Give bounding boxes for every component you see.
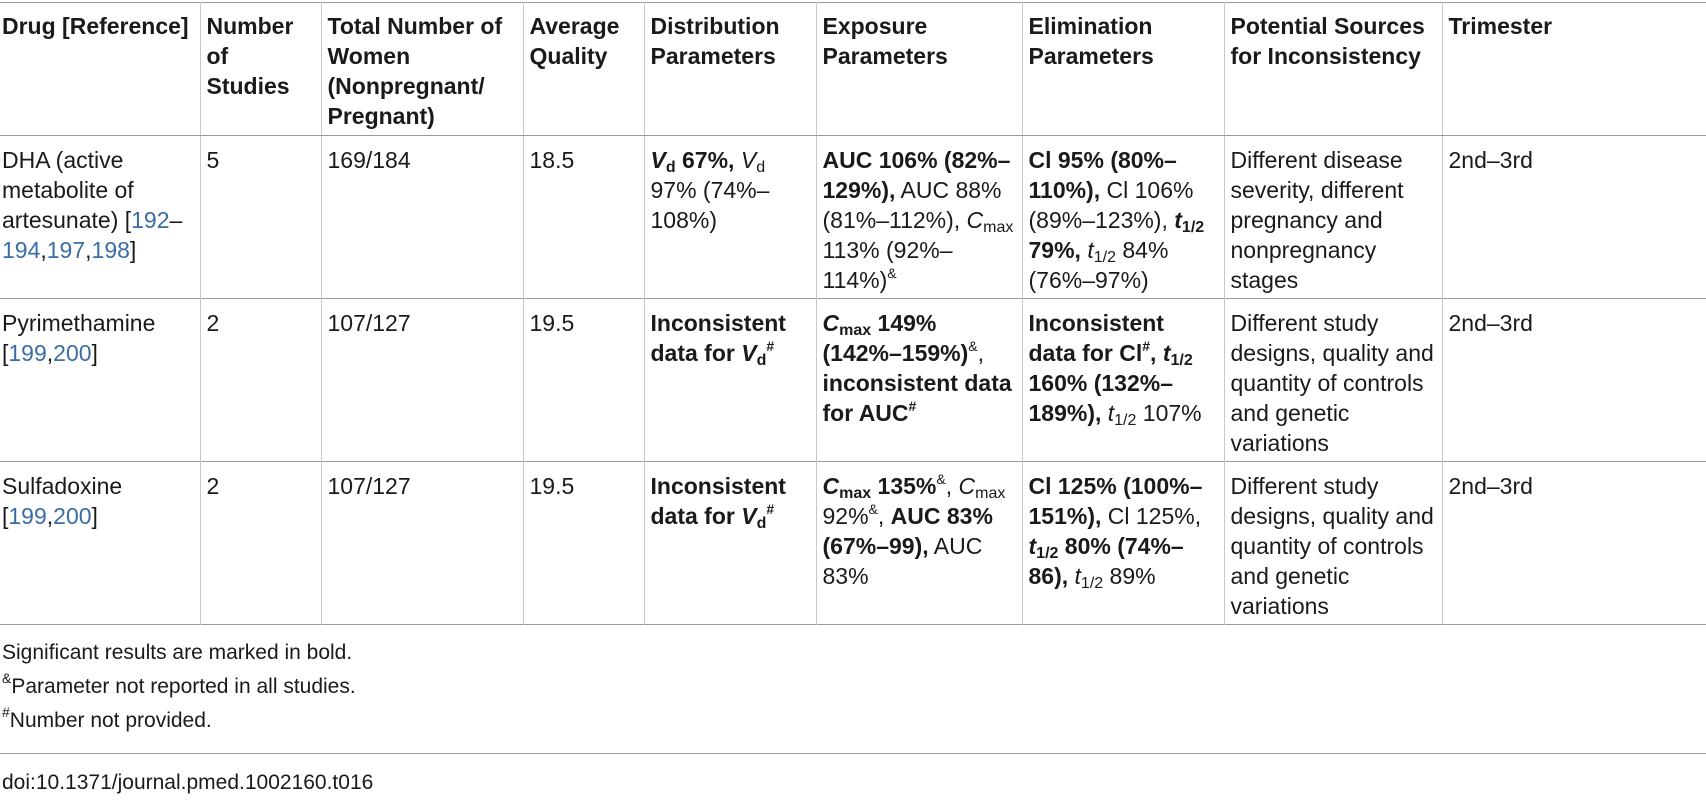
- elimination-cell: Cl 125% (100%–151%), Cl 125%, t1/2 80% (…: [1021, 461, 1224, 625]
- header-trimester: Trimester: [1441, 2, 1706, 136]
- drug-cell: Pyrimethamine [199,200]: [2, 310, 156, 366]
- doi-label: doi:10.1371/journal.pmed.1002160.t016: [2, 771, 374, 794]
- footer-divider: [0, 753, 1706, 754]
- women-cell: 107/127: [320, 298, 523, 462]
- reference-link[interactable]: 192: [131, 207, 170, 233]
- drug-cell: DHA (active metabolite of artesunate) [1…: [2, 147, 183, 263]
- reference-link[interactable]: 199: [8, 503, 47, 529]
- sources-cell: Different study designs, quality and qua…: [1223, 461, 1442, 625]
- reference-link[interactable]: 200: [53, 503, 92, 529]
- reference-link[interactable]: 198: [91, 237, 130, 263]
- header-exposure: Exposure Parameters: [815, 2, 1022, 136]
- quality-cell: 19.5: [522, 298, 644, 462]
- women-cell: 169/184: [320, 135, 523, 299]
- distribution-cell: Vd 67%, Vd 97% (74%–108%): [643, 135, 816, 299]
- elimination-cell: Inconsistent data for Cl#, t1/2 160% (13…: [1021, 298, 1224, 462]
- quality-cell: 19.5: [522, 461, 644, 625]
- trimester-cell: 2nd–3rd: [1441, 298, 1706, 462]
- footnote-hash: #Number not provided.: [2, 704, 212, 732]
- header-row: Drug [Reference] Number of Studies Total…: [0, 2, 1706, 136]
- reference-link[interactable]: 194: [2, 237, 41, 263]
- trimester-cell: 2nd–3rd: [1441, 135, 1706, 299]
- sources-cell: Different study designs, quality and qua…: [1223, 298, 1442, 462]
- header-distribution: Distribution Parameters: [643, 2, 816, 136]
- footnote-significance: Significant results are marked in bold.: [2, 641, 353, 664]
- quality-cell: 18.5: [522, 135, 644, 299]
- table-row: Pyrimethamine [199,200] 2 107/127 19.5 I…: [0, 298, 1706, 462]
- exposure-cell: Cmax 135%&, Cmax 92%&, AUC 83% (67%–99),…: [815, 461, 1022, 625]
- table-row: Sulfadoxine [199,200] 2 107/127 19.5 Inc…: [0, 461, 1706, 625]
- reference-link[interactable]: 199: [8, 340, 47, 366]
- exposure-cell: AUC 106% (82%–129%), AUC 88% (81%–112%),…: [815, 135, 1022, 299]
- reference-link[interactable]: 197: [46, 237, 86, 263]
- reference-link[interactable]: 200: [53, 340, 92, 366]
- header-total-women: Total Number of Women (Nonpregnant/ Preg…: [320, 2, 523, 136]
- header-drug: Drug [Reference]: [0, 2, 200, 136]
- footnote-ampersand: &Parameter not reported in all studies.: [2, 670, 356, 698]
- studies-cell: 2: [199, 298, 321, 462]
- sources-cell: Different disease severity, different pr…: [1223, 135, 1442, 299]
- table-row: DHA (active metabolite of artesunate) [1…: [0, 135, 1706, 299]
- header-sources: Potential Sources for Inconsistency: [1223, 2, 1442, 136]
- header-average-quality: Average Quality: [522, 2, 644, 136]
- distribution-cell: Inconsistent data for Vd#: [643, 461, 816, 625]
- drug-cell: Sulfadoxine [199,200]: [2, 473, 123, 529]
- studies-cell: 2: [199, 461, 321, 625]
- women-cell: 107/127: [320, 461, 523, 625]
- studies-cell: 5: [199, 135, 321, 299]
- distribution-cell: Inconsistent data for Vd#: [643, 298, 816, 462]
- header-elimination: Elimination Parameters: [1021, 2, 1224, 136]
- exposure-cell: Cmax 149% (142%–159%)&, inconsistent dat…: [815, 298, 1022, 462]
- header-number-of-studies: Number of Studies: [199, 2, 321, 136]
- elimination-cell: Cl 95% (80%–110%), Cl 106% (89%–123%), t…: [1021, 135, 1224, 299]
- pk-table: Drug [Reference] Number of Studies Total…: [0, 2, 1706, 625]
- trimester-cell: 2nd–3rd: [1441, 461, 1706, 625]
- table-footnotes: Significant results are marked in bold. …: [2, 636, 356, 738]
